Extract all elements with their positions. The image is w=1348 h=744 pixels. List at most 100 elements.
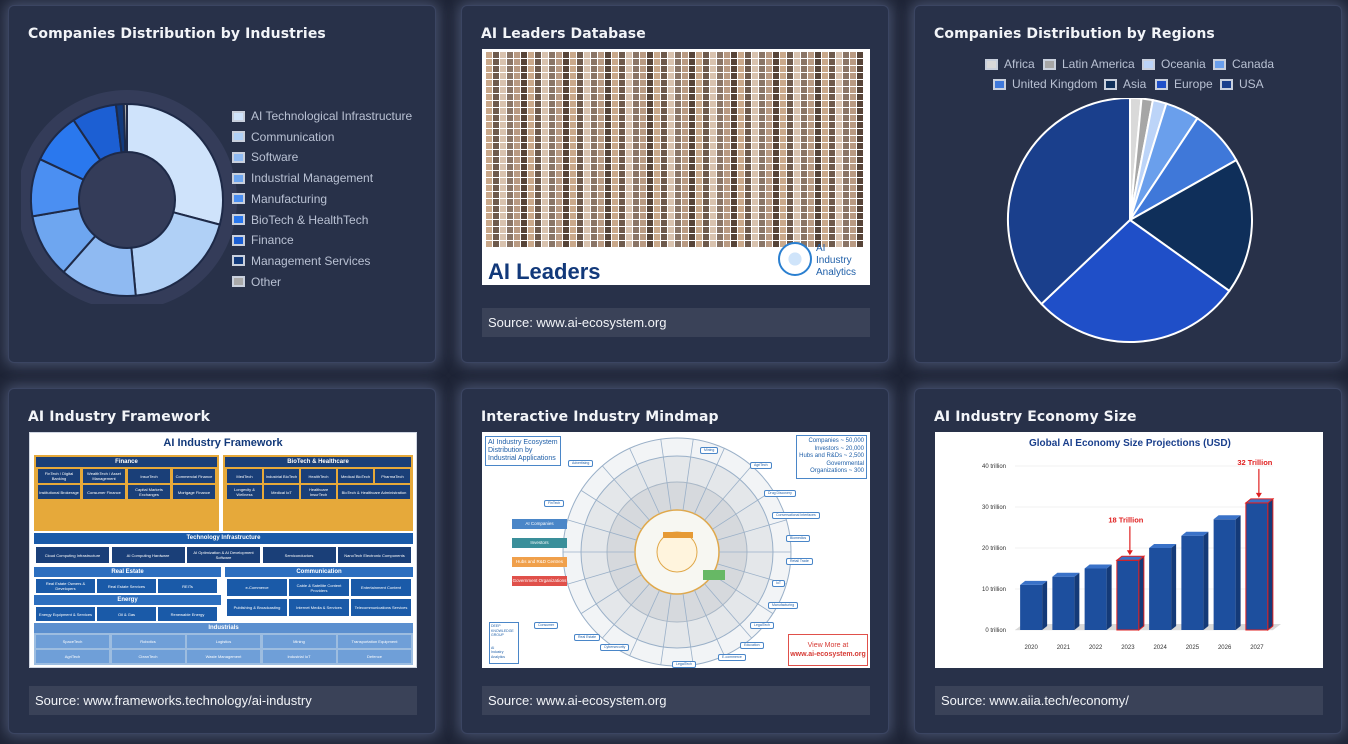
mindmap-diagram [562,437,792,667]
ai-leaders-image[interactable]: AI Leaders AI Industry Analytics [482,49,870,285]
legend-label: Africa [1004,57,1035,71]
annotation-arrow-head [1255,492,1262,498]
y-tick-label: 40 trillion [982,464,1006,470]
economy-source[interactable]: Source: www.aiia.tech/economy/ [935,686,1323,715]
fw-section-biotech-title: BioTech & Healthcare [225,457,411,467]
legend-item-other[interactable]: Other [232,275,281,289]
framework-source[interactable]: Source: www.frameworks.technology/ai-ind… [29,686,417,715]
legend-swatch [232,110,245,122]
leaders-brand-line1: AI [816,243,826,254]
fw-item-medical-biotech: Medical BioTech [338,469,373,483]
fw-item-nanotech-electronic-components: NanoTech Electronic Components [338,547,411,563]
regions-pie-chart[interactable] [1005,98,1255,348]
legend-label: USA [1239,77,1264,91]
legend-item-finance[interactable]: Finance [232,233,294,247]
bar-2020[interactable] [1020,584,1043,630]
bar-2026[interactable] [1213,519,1236,630]
bar-2021[interactable] [1052,576,1075,630]
mindmap-node-drug-discovery: Drug Discovery [764,490,796,497]
fw-item-ai-computing-hardware: AI Computing Hardware [111,547,185,563]
fw-item-real-estate-owners-and-developers: Real Estate Owners & Developers [36,579,95,593]
legend-swatch [232,234,245,246]
fw-section-finance-title: Finance [36,457,217,467]
pie-slice-europe[interactable] [1040,218,1231,343]
mindmap-legend-ai-companies[interactable]: AI Companies [512,519,567,529]
bar-2027[interactable] [1245,502,1269,631]
fw-item-defence: Defence [338,650,411,663]
legend-item-canada[interactable]: Canada [1213,57,1274,71]
legend-item-africa[interactable]: Africa [985,57,1035,71]
legend-swatch [232,172,245,184]
legend-swatch [232,214,245,225]
legend-swatch [1104,78,1117,90]
bar-2024[interactable] [1149,548,1172,630]
legend-swatch [1142,58,1155,70]
legend-label: Asia [1123,77,1147,91]
economy-card: AI Industry Economy Size Global AI Econo… [914,388,1342,734]
mindmap-card-title: Interactive Industry Mindmap [481,409,719,425]
legend-label: Software [251,150,299,165]
industries-donut-chart[interactable] [21,84,241,304]
mindmap-node-agritech: AgriTech [750,462,772,469]
pie-slice-asia[interactable] [1128,158,1253,293]
mindmap-stat-gov-line2: Organizations ~ 300 [810,468,864,474]
x-tick-label: 2020 [1024,645,1038,651]
fw-item-mortgage-finance: Mortgage Finance [173,485,215,499]
legend-item-industrial-management[interactable]: Industrial Management [232,171,373,185]
pie-slice-usa[interactable] [1007,98,1131,306]
mindmap-legend-government-organizations[interactable]: Government Organizations [512,576,567,586]
legend-item-europe[interactable]: Europe [1155,77,1213,91]
ai-leaders-source[interactable]: Source: www.ai-ecosystem.org [482,308,870,337]
ai-leaders-card-title: AI Leaders Database [481,26,646,42]
fw-item-real-estate-services: Real Estate Services [97,579,156,593]
fw-item-industrial-iot: Industrial IoT [262,650,336,663]
legend-label: Industrial Management [251,171,374,186]
legend-item-manufacturing[interactable]: Manufacturing [232,192,327,206]
fw-section-energy-title: Energy [34,595,221,605]
economy-chart-title: Global AI Economy Size Projections (USD) [1029,438,1231,449]
bar-side-2024 [1171,544,1177,630]
legend-label: Manufacturing [251,191,328,206]
legend-item-usa[interactable]: USA [1220,77,1264,91]
mindmap-image[interactable]: AI Industry Ecosystem Distribution by In… [482,432,870,668]
y-tick-label: 30 trillion [982,505,1006,511]
legend-item-ai-technological-infrastructure[interactable]: AI Technological Infrastructure [232,109,412,123]
mindmap-node-legaltech: LegalTech [750,622,774,629]
leaders-image-title: AI Leaders [488,259,601,284]
mindmap-legend-investors[interactable]: Investors [512,538,567,548]
fw-item-publishing-and-broadcasting: Publishing & Broadcasting [227,599,287,616]
bar-2023[interactable] [1116,559,1140,631]
mindmap-stat-gov-line1: Governmental [826,460,864,467]
mindmap-legend-hubs-and-randd-centres[interactable]: Hubs and R&D Centres [512,557,567,567]
mindmap-cta-box: View More at www.ai-ecosystem.org [788,634,868,666]
mindmap-title-box: AI Industry Ecosystem Distribution by In… [485,436,561,466]
fw-item-e-commerce: e-Commerce [227,579,287,596]
mindmap-node-fintech: FinTech [544,500,565,507]
legend-item-united-kingdom[interactable]: United Kingdom [993,77,1097,91]
legend-item-asia[interactable]: Asia [1104,77,1146,91]
legend-item-communication[interactable]: Communication [232,130,334,144]
mindmap-source[interactable]: Source: www.ai-ecosystem.org [482,686,870,715]
legend-item-biotech-and-healthtech[interactable]: BioTech & HealthTech [232,213,368,227]
mindmap-cta-line2: www.ai-ecosystem.org [790,651,866,658]
donut-slice-ai-technological-infrastructure[interactable] [126,102,224,226]
legend-swatch [985,58,998,70]
bar-2022[interactable] [1084,568,1107,631]
fw-item-industrial-biotech: Industrial BioTech [264,469,299,483]
bar-2025[interactable] [1181,535,1204,630]
fw-item-institutional-brokerage: Institutional Brokerage [38,485,80,499]
mindmap-node-advertising: Advertising [568,460,594,467]
legend-swatch [1220,78,1233,90]
mindmap-node-iot: IoT [772,580,786,587]
mindmap-cta-line1: View More at [807,642,849,649]
legend-item-management-services[interactable]: Management Services [232,254,370,268]
legend-item-latin-america[interactable]: Latin America [1043,57,1135,71]
legend-item-oceania[interactable]: Oceania [1142,57,1206,71]
donut-slice-other[interactable] [122,102,128,154]
legend-swatch [1213,58,1226,70]
framework-image[interactable]: AI Industry Framework Finance FinTech / D… [29,432,417,668]
fw-item-robotics: Robotics [111,635,185,648]
mindmap-brand-line1: DEEP KNOWLEDGE GROUP [491,624,514,637]
economy-image[interactable]: Global AI Economy Size Projections (USD)… [935,432,1323,668]
legend-item-software[interactable]: Software [232,150,298,164]
